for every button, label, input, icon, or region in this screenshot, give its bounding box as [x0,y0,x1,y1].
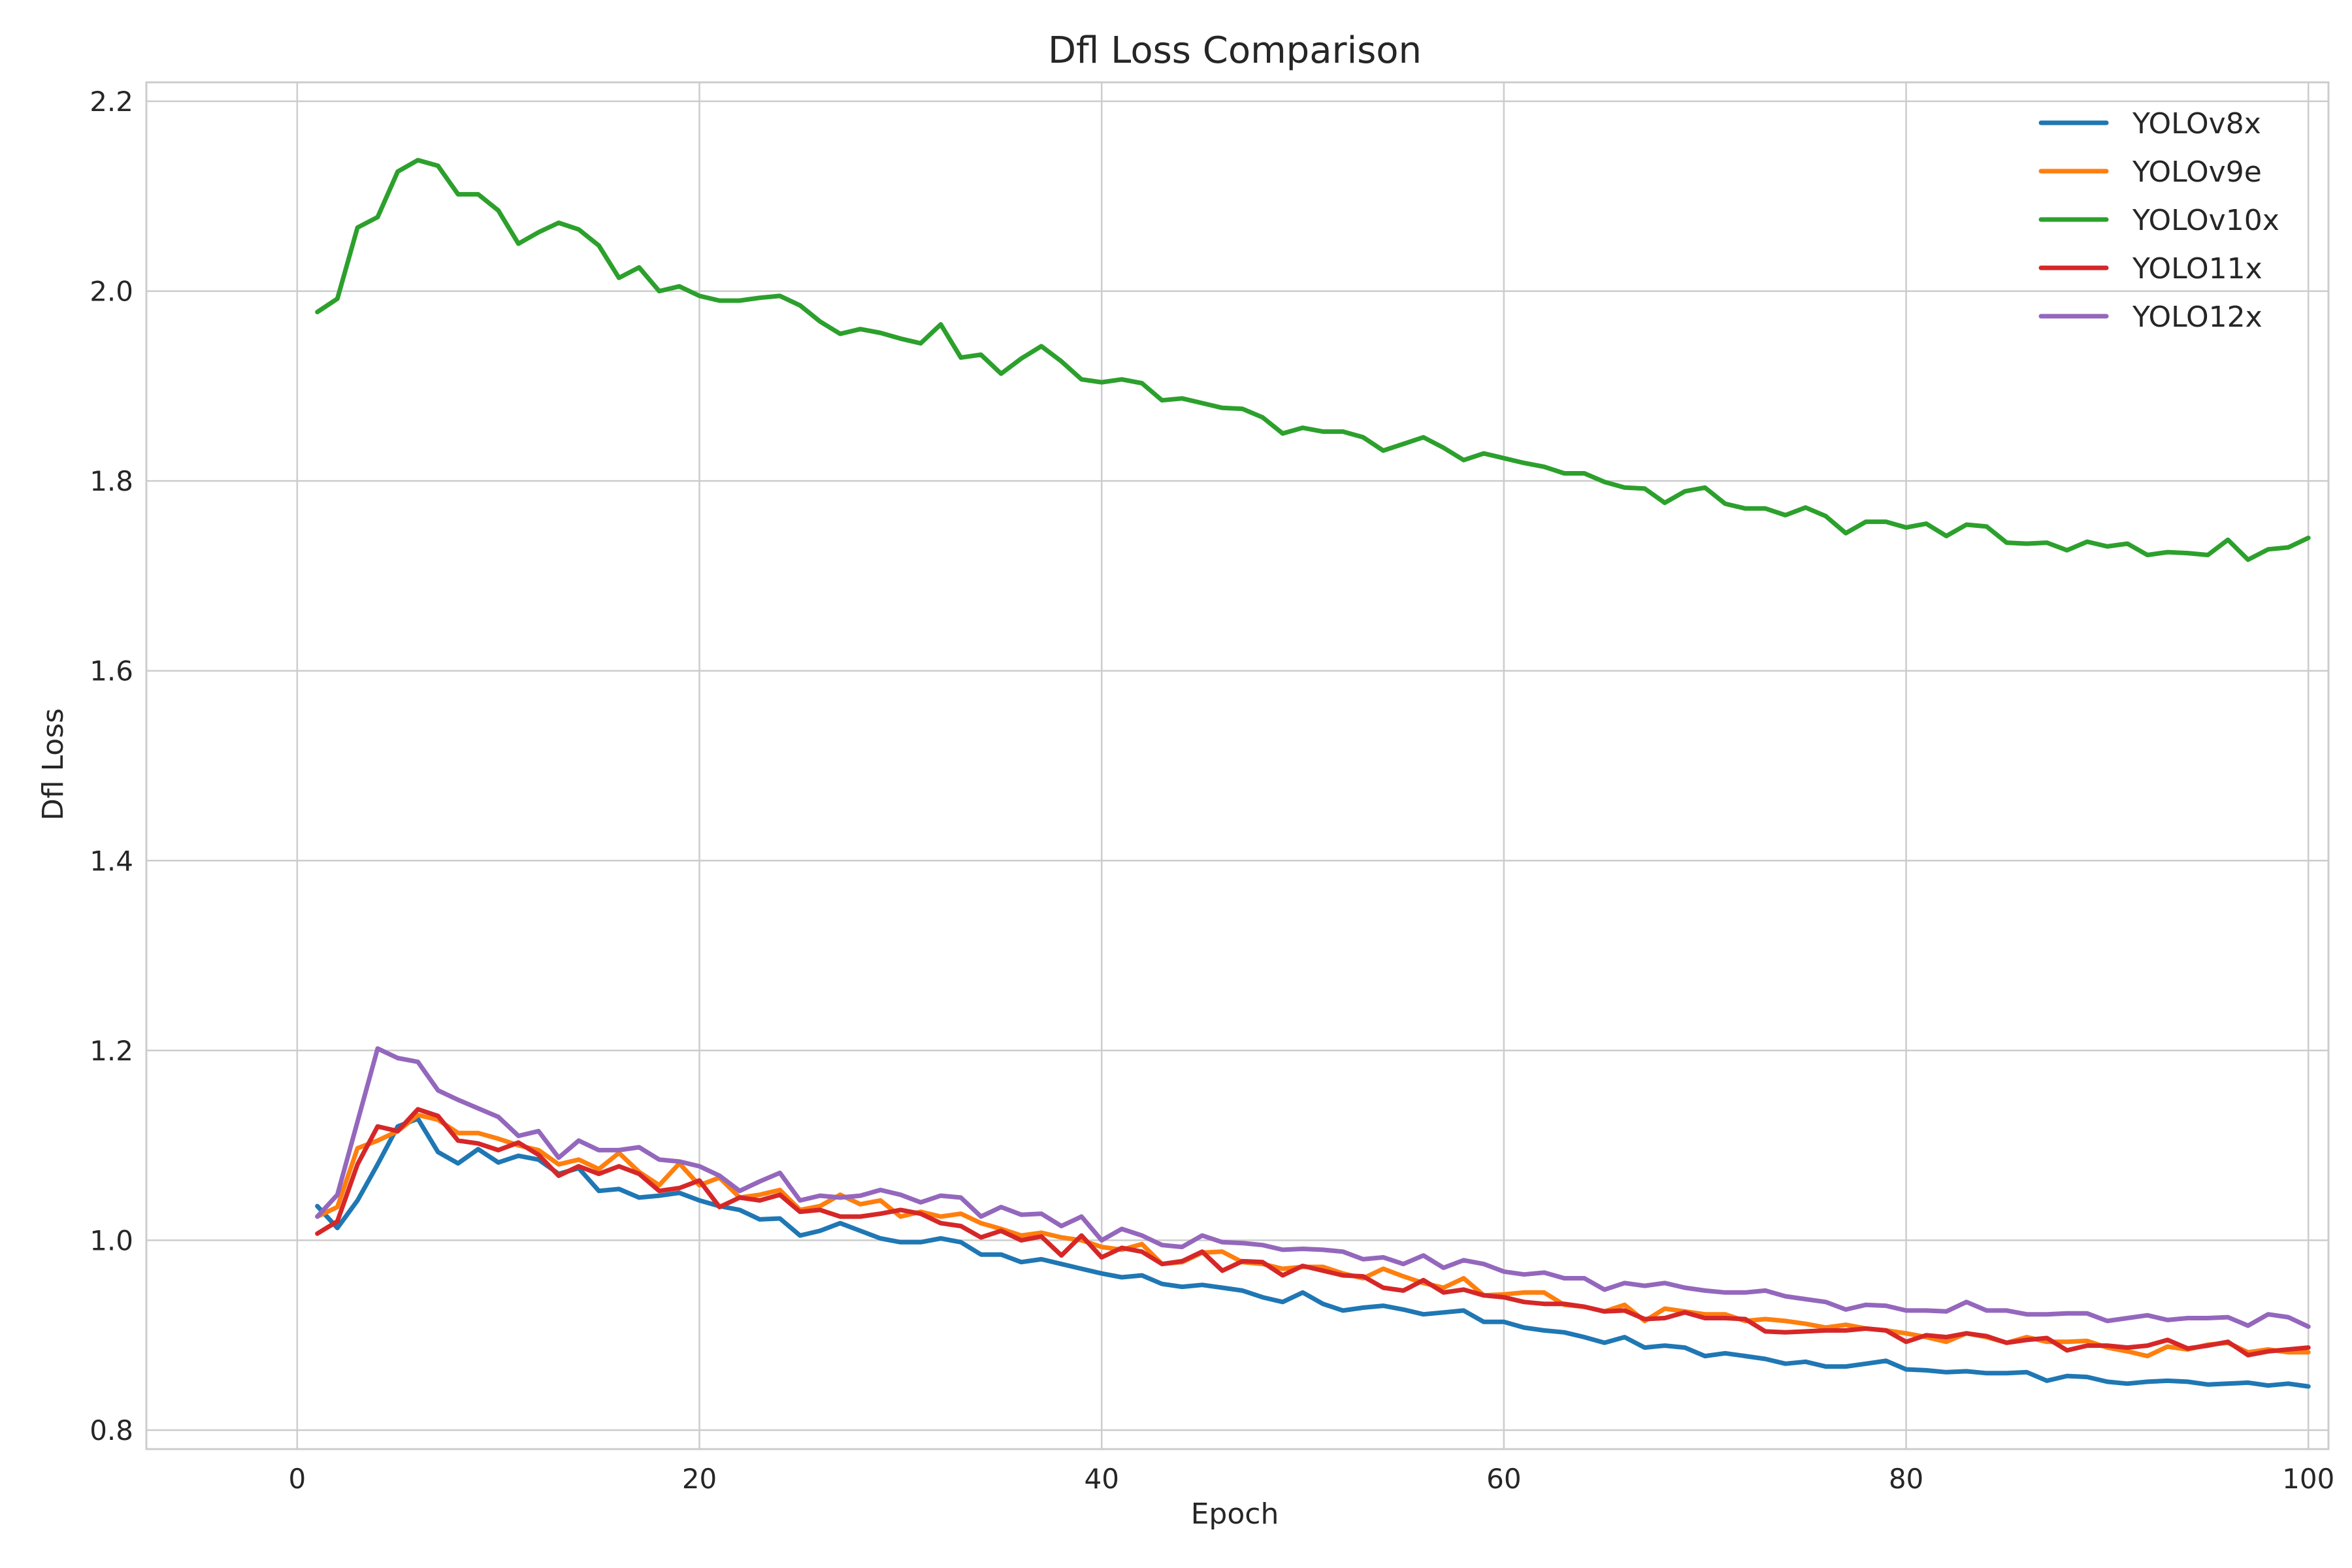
legend-label-yolov9e: YOLOv9e [2132,155,2262,189]
y-tick-label: 1.0 [90,1224,133,1256]
x-tick-label: 80 [1889,1463,1923,1495]
series-line-yolov10x [315,157,2311,563]
x-axis-label: Epoch [1191,1497,1279,1531]
legend: YOLOv8x YOLOv9e YOLOv10x YOLO11x YOLO12x [2038,107,2279,334]
legend-label-yolov8x: YOLOv8x [2132,107,2261,140]
legend-label-yolov10x: YOLOv10x [2132,204,2279,237]
x-tick-label: 40 [1084,1463,1119,1495]
y-tick-label: 2.0 [90,276,133,308]
series-line-yolov8x [315,1116,2311,1389]
y-tick-label: 2.2 [90,86,133,118]
chart-title: Dfl Loss Comparison [1048,29,1422,72]
x-tick-label: 100 [2282,1463,2334,1495]
y-axis-label: Dfl Loss [37,708,70,821]
series-line-yolo11x [315,1107,2311,1358]
grid-layer [146,82,2328,1449]
x-tick-label: 20 [682,1463,717,1495]
tick-labels: 0 20 40 60 80 100 0.8 1.0 1.2 1.4 1.6 1.8 2.0 2.2 [90,86,2334,1495]
y-tick-label: 1.8 [90,465,133,497]
legend-label-yolo12x: YOLO12x [2132,301,2262,334]
series-layer [315,157,2311,1389]
series-line-yolo12x [315,1046,2311,1330]
y-tick-label: 1.6 [90,655,133,687]
y-tick-label: 1.2 [90,1035,133,1067]
legend-label-yolo11x: YOLO11x [2132,252,2262,286]
x-tick-label: 0 [289,1463,306,1495]
x-tick-label: 60 [1486,1463,1521,1495]
y-tick-label: 0.8 [90,1414,133,1446]
plot-frame [145,81,2330,1450]
y-tick-label: 1.4 [90,845,133,877]
